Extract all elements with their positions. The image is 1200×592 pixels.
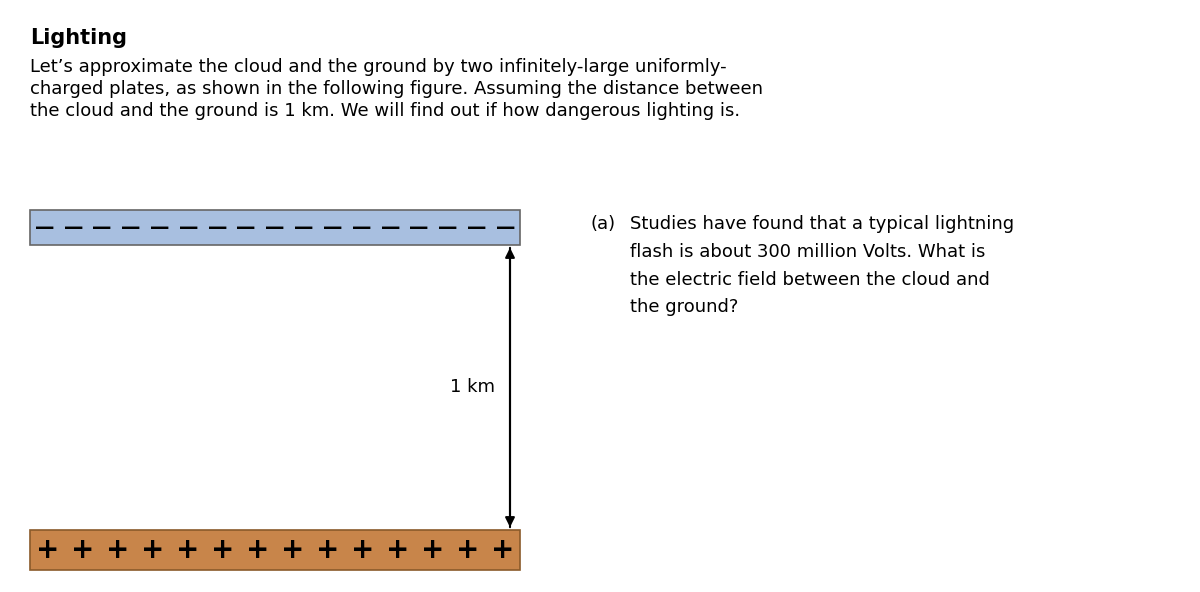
Text: +: + [491,536,514,564]
Text: +: + [140,536,164,564]
Text: —: — [380,218,400,237]
Text: +: + [456,536,479,564]
Text: +: + [350,536,374,564]
Text: —: — [121,218,140,237]
Text: 1 km: 1 km [450,378,496,397]
Text: Let’s approximate the cloud and the ground by two infinitely-large uniformly-: Let’s approximate the cloud and the grou… [30,58,727,76]
Text: —: — [438,218,457,237]
Text: +: + [246,536,269,564]
Text: +: + [281,536,304,564]
Text: —: — [35,218,54,237]
Text: —: — [150,218,169,237]
Text: —: — [236,218,256,237]
Bar [30,530,520,570]
Bar [30,210,520,245]
Text: the cloud and the ground is 1 km. We will find out if how dangerous lighting is.: the cloud and the ground is 1 km. We wil… [30,102,740,120]
Text: —: — [265,218,284,237]
Text: +: + [36,536,59,564]
Text: —: — [323,218,342,237]
Text: —: — [179,218,198,237]
Text: —: — [92,218,112,237]
Text: charged plates, as shown in the following figure. Assuming the distance between: charged plates, as shown in the followin… [30,80,763,98]
Text: —: — [352,218,371,237]
Text: +: + [386,536,409,564]
Text: +: + [176,536,199,564]
Text: +: + [211,536,234,564]
Text: —: — [467,218,486,237]
Text: Lighting: Lighting [30,28,127,48]
Text: +: + [71,536,94,564]
Text: —: — [409,218,428,237]
Text: —: — [496,218,515,237]
Text: +: + [106,536,130,564]
Text: +: + [316,536,340,564]
Text: —: — [208,218,227,237]
Text: +: + [421,536,444,564]
Text: —: — [64,218,83,237]
Text: Studies have found that a typical lightning
flash is about 300 million Volts. Wh: Studies have found that a typical lightn… [630,215,1014,316]
Text: —: — [294,218,313,237]
Text: (a): (a) [590,215,616,233]
